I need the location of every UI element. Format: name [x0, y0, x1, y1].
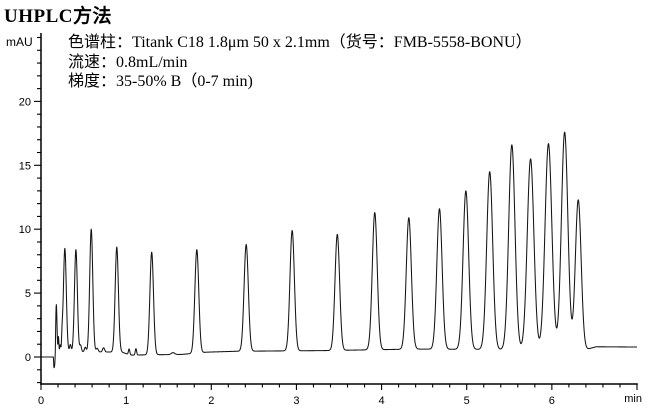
x-tick-label: 3: [293, 395, 299, 407]
x-tick-label: 6: [549, 395, 555, 407]
y-tick-label: 0: [25, 352, 31, 364]
x-axis-unit-label: min: [624, 393, 642, 405]
method-annotation: 色谱柱：Titank C18 1.8μm 50 x 2.1mm（货号：FMB-5…: [68, 33, 532, 92]
annotation-column-line: 色谱柱：Titank C18 1.8μm 50 x 2.1mm（货号：FMB-5…: [68, 34, 532, 51]
x-tick-label: 0: [38, 395, 44, 407]
y-tick-label: 20: [19, 96, 31, 108]
x-tick-label: 1: [123, 395, 129, 407]
y-tick-label: 10: [19, 224, 31, 236]
chromatogram-trace: [40, 131, 638, 369]
y-axis-unit-label: mAU: [6, 35, 33, 49]
x-tick-label: 2: [208, 395, 214, 407]
annotation-flowrate-line: 流速：0.8mL/min: [68, 53, 188, 71]
page-title: UHPLC方法: [4, 6, 113, 27]
y-tick-label: 5: [25, 288, 31, 300]
annotation-gradient-line: 梯度：35-50% B（0-7 min): [68, 73, 253, 90]
x-tick-label: 4: [379, 395, 385, 407]
y-tick-label: 15: [19, 160, 31, 172]
x-tick-label: 5: [464, 395, 470, 407]
